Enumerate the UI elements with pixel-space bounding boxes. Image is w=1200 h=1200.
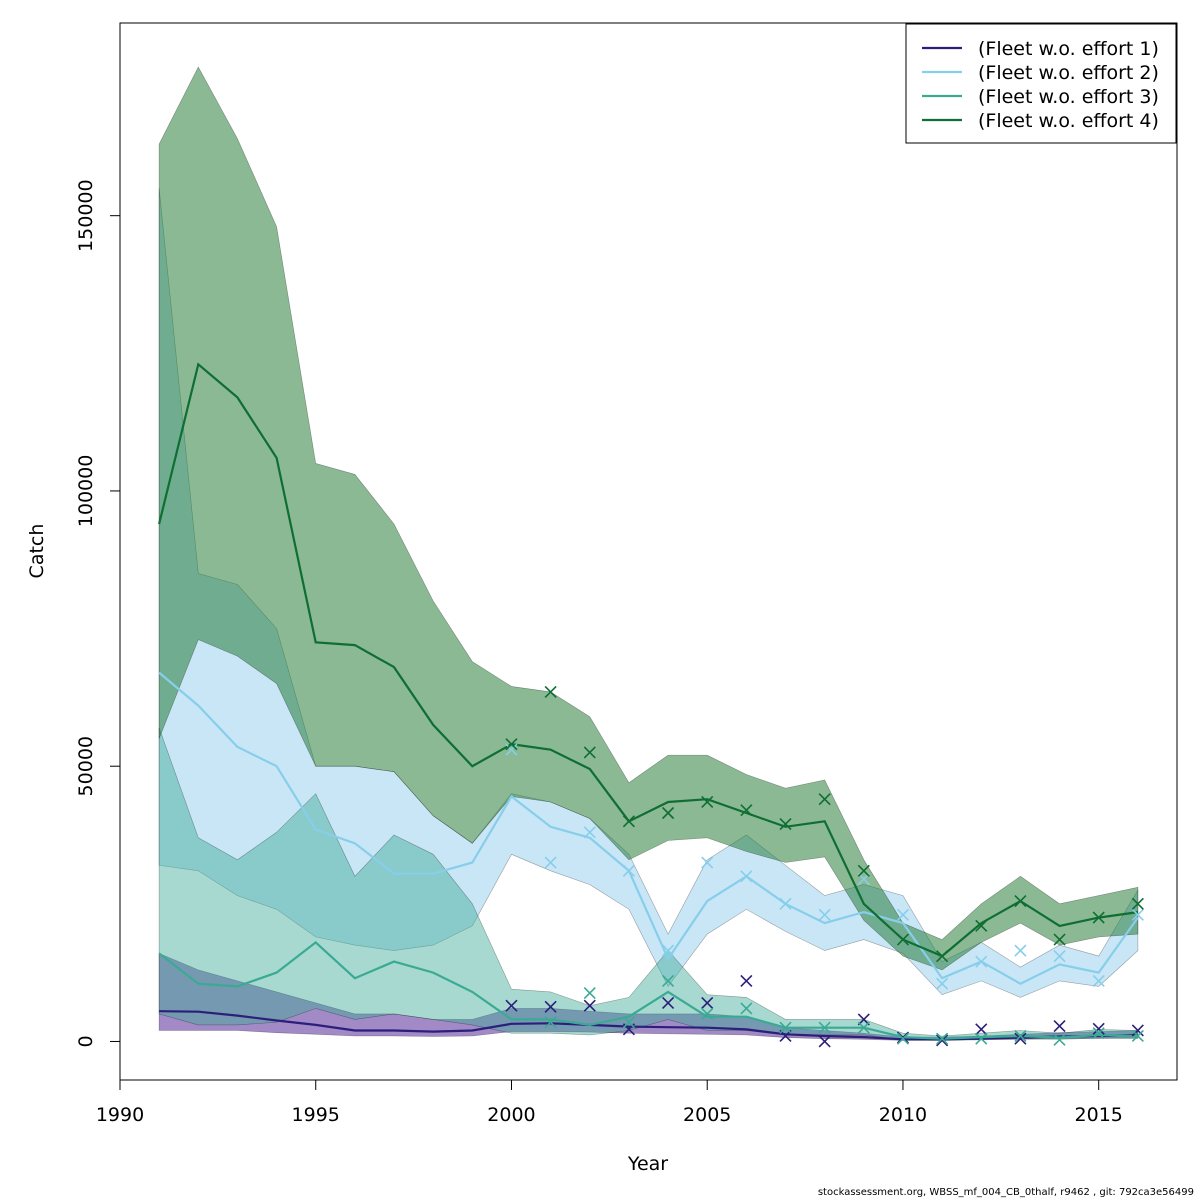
obs-point-series-4 xyxy=(544,685,557,698)
band-series-3 xyxy=(158,727,1139,1041)
obs-point-series-2 xyxy=(622,864,635,877)
obs-point-series-2 xyxy=(583,826,596,839)
confidence-bands xyxy=(158,66,1139,1041)
obs-point-series-2 xyxy=(1092,974,1105,987)
obs-point-series-1 xyxy=(975,1023,988,1036)
obs-point-series-1 xyxy=(1053,1019,1066,1033)
x-tick-label: 2010 xyxy=(879,1104,927,1126)
obs-point-series-4 xyxy=(857,864,870,877)
fit-line-series-3 xyxy=(158,940,1138,1040)
obs-point-series-3 xyxy=(936,1032,949,1045)
legend-label-1: (Fleet w.o. effort 1) xyxy=(978,38,1159,60)
obs-point-series-4 xyxy=(583,746,596,759)
y-tick-label: 50000 xyxy=(75,736,97,796)
obs-point-series-2 xyxy=(1053,950,1066,963)
obs-point-series-1 xyxy=(505,999,518,1012)
x-tick-label: 2005 xyxy=(683,1104,731,1126)
obs-point-series-2 xyxy=(896,908,910,921)
obs-point-series-1 xyxy=(701,996,714,1009)
obs-point-series-1 xyxy=(1014,1032,1027,1045)
legend-label-4: (Fleet w.o. effort 4) xyxy=(978,110,1159,132)
footer-note: stockassessment.org, WBSS_mf_004_CB_0tha… xyxy=(817,1187,1194,1198)
obs-point-series-4 xyxy=(1092,911,1105,924)
obs-point-series-4 xyxy=(701,795,714,809)
fit-lines xyxy=(158,362,1139,1041)
obs-point-series-1 xyxy=(740,974,753,987)
obs-point-series-2 xyxy=(975,955,988,968)
obs-point-series-3 xyxy=(975,1032,988,1045)
obs-point-series-1 xyxy=(662,996,675,1009)
obs-point-series-2 xyxy=(936,977,949,990)
x-tick-label: 1995 xyxy=(292,1104,340,1126)
legend: (Fleet w.o. effort 1)(Fleet w.o. effort … xyxy=(905,23,1177,144)
x-tick-label: 2015 xyxy=(1075,1104,1123,1126)
obs-point-series-3 xyxy=(1092,1027,1105,1040)
x-tick-label: 1990 xyxy=(96,1104,144,1126)
obs-point-series-1 xyxy=(583,999,596,1012)
obs-point-series-4 xyxy=(779,817,792,831)
obs-point-series-3 xyxy=(544,1016,557,1029)
obs-point-series-3 xyxy=(701,1007,714,1021)
legend-label-3: (Fleet w.o. effort 3) xyxy=(978,86,1159,108)
obs-point-series-3 xyxy=(740,1002,753,1015)
obs-point-series-1 xyxy=(1092,1022,1105,1035)
y-axis: 0 50000 100000 150000 xyxy=(75,179,121,1048)
obs-point-series-1 xyxy=(1131,1024,1144,1037)
obs-point-series-4 xyxy=(936,950,949,963)
legend-box xyxy=(905,23,1177,144)
obs-point-series-4 xyxy=(505,738,518,751)
obs-point-series-2 xyxy=(1014,944,1027,957)
obs-point-series-4 xyxy=(1014,895,1027,908)
obs-point-series-4 xyxy=(1131,897,1144,910)
obs-point-series-3 xyxy=(1053,1033,1066,1046)
obs-point-series-3 xyxy=(896,1032,910,1045)
y-axis-label: Catch xyxy=(26,524,48,579)
obs-point-series-3 xyxy=(583,986,596,1000)
obs-point-series-4 xyxy=(975,919,988,932)
obs-point-series-2 xyxy=(505,743,518,756)
obs-point-series-3 xyxy=(779,1021,792,1034)
y-tick-label: 0 xyxy=(75,1035,97,1047)
fit-line-series-2 xyxy=(158,671,1139,985)
obs-point-series-4 xyxy=(622,815,635,828)
obs-point-series-2 xyxy=(544,856,557,869)
obs-point-series-2 xyxy=(701,856,714,869)
obs-point-series-3 xyxy=(622,1016,635,1029)
x-tick-label: 2000 xyxy=(487,1104,535,1126)
obs-point-series-3 xyxy=(857,1021,870,1034)
obs-point-series-3 xyxy=(1131,1029,1144,1043)
obs-point-series-4 xyxy=(662,806,675,820)
band-series-1 xyxy=(158,952,1139,1041)
band-series-4 xyxy=(158,66,1139,971)
obs-point-series-3 xyxy=(1014,1029,1027,1043)
obs-point-series-2 xyxy=(662,944,675,957)
x-axis-label: Year xyxy=(627,1153,668,1175)
y-tick-label: 150000 xyxy=(75,179,97,252)
obs-point-series-3 xyxy=(662,974,675,987)
obs-point-series-4 xyxy=(896,933,910,946)
legend-label-2: (Fleet w.o. effort 2) xyxy=(978,62,1159,84)
y-tick-label: 100000 xyxy=(75,455,97,528)
obs-point-series-1 xyxy=(544,1000,557,1013)
obs-point-series-2 xyxy=(779,897,792,910)
obs-point-series-2 xyxy=(818,908,831,921)
fit-line-series-4 xyxy=(158,362,1139,958)
obs-point-series-4 xyxy=(818,793,831,806)
obs-point-series-1 xyxy=(936,1034,949,1047)
observation-markers xyxy=(505,685,1144,1048)
obs-point-series-1 xyxy=(818,1035,831,1048)
x-axis: 1990 1995 2000 2005 2010 2015 xyxy=(96,1079,1123,1126)
obs-point-series-3 xyxy=(818,1021,831,1034)
obs-point-series-2 xyxy=(740,870,753,883)
obs-point-series-4 xyxy=(740,804,753,817)
obs-point-series-2 xyxy=(1131,908,1144,921)
obs-point-series-4 xyxy=(1053,933,1066,946)
fit-line-series-1 xyxy=(159,1010,1138,1041)
